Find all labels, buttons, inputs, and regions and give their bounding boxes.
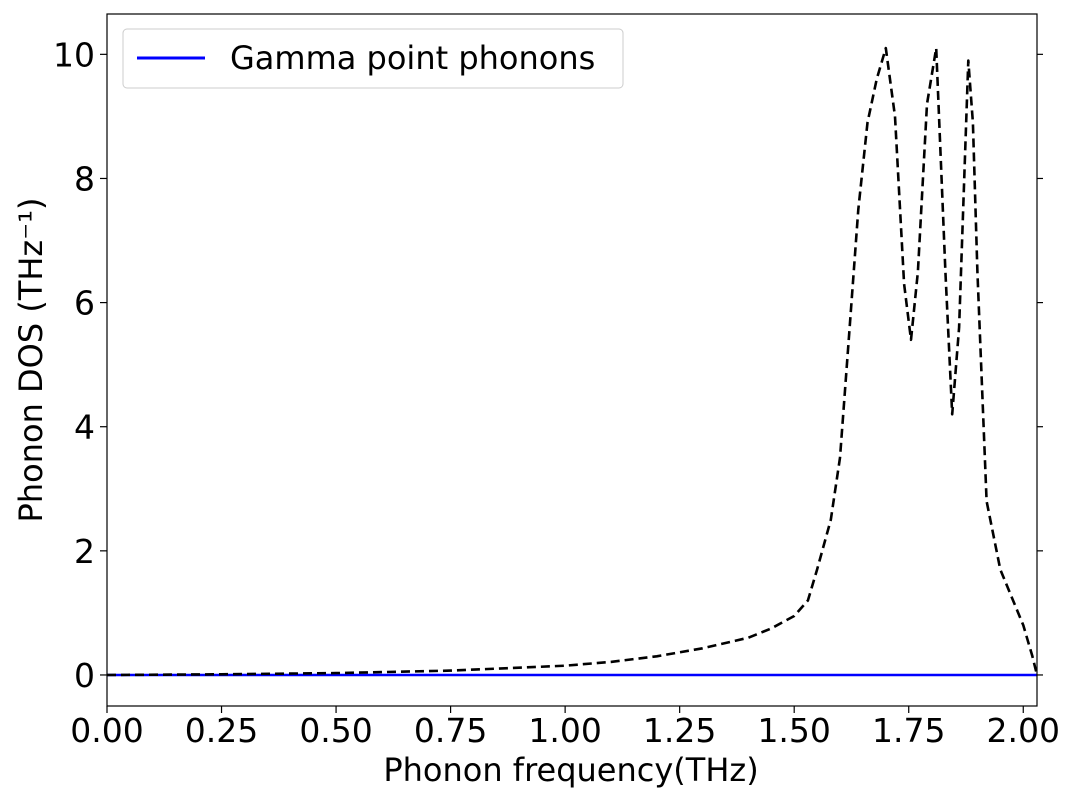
y-tick-label: 2 [74, 532, 95, 571]
x-tick-label: 2.00 [987, 711, 1060, 750]
y-axis-label: Phonon DOS (THz⁻¹) [12, 198, 50, 523]
x-tick-label: 1.75 [872, 711, 945, 750]
y-tick-label: 4 [74, 408, 95, 447]
x-tick-label: 1.00 [528, 711, 601, 750]
y-tick-label: 8 [74, 159, 95, 198]
x-axis-label: Phonon frequency(THz) [383, 751, 758, 789]
x-tick-label: 1.50 [757, 711, 830, 750]
plot-frame [106, 13, 1038, 707]
x-tick-label: 0.25 [185, 711, 258, 750]
legend: Gamma point phonons [122, 28, 624, 89]
x-tick-label: 0.00 [70, 711, 143, 750]
x-tick-label: 0.75 [414, 711, 487, 750]
y-tick-label: 0 [74, 656, 95, 695]
x-tick-label: 0.50 [299, 711, 372, 750]
y-tick-label: 10 [53, 35, 95, 74]
y-tick-label: 6 [74, 284, 95, 323]
legend-label-gamma: Gamma point phonons [230, 39, 595, 77]
legend-frame [122, 28, 624, 89]
plot-area [106, 13, 1039, 707]
axis-ticks: 0.00 0.25 0.50 0.75 1.00 1.25 1.50 1.75 2.00 0 2 4 6… [53, 35, 1060, 750]
x-tick-label: 1.25 [643, 711, 716, 750]
dos-curve [106, 46, 1039, 677]
